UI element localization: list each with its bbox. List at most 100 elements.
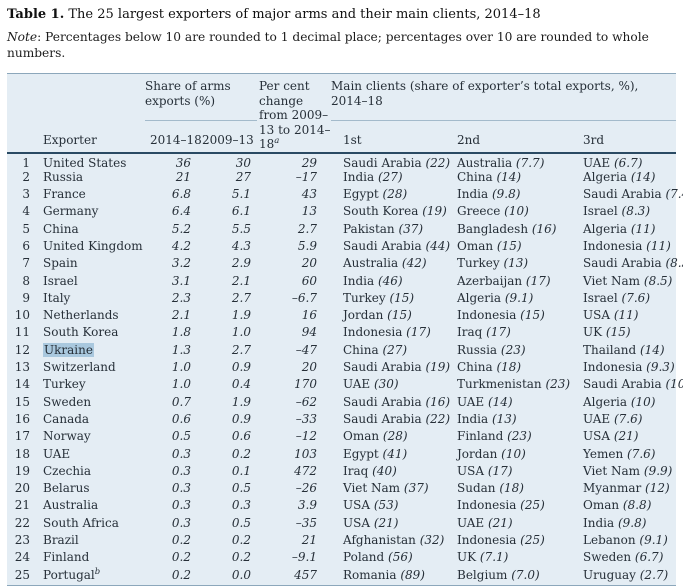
client-name: Algeria	[457, 290, 505, 305]
client-name: UAE	[343, 377, 374, 392]
client-share: (56)	[388, 550, 413, 565]
client-share: (15)	[389, 290, 415, 305]
client-2nd-cell: China (14)	[451, 170, 575, 187]
client-share: (28)	[382, 187, 408, 202]
rank-cell: 17	[14, 429, 30, 444]
client-1st-cell: Saudi Arabia (44)	[331, 239, 451, 256]
client-3rd-cell: Yemen (7.6)	[575, 447, 676, 464]
header-sub-row: Exporter 2014–18 2009–13 1st 2nd 3rd	[7, 120, 676, 154]
client-name: Oman	[583, 498, 623, 513]
rank-cell: 21	[14, 498, 30, 513]
client-name: Indonesia	[583, 238, 647, 253]
exporter-cell: Brazil	[39, 533, 145, 550]
client-1st-cell: Saudi Arabia (22)	[331, 153, 451, 170]
client-name: China	[343, 342, 383, 357]
rank-cell: 25	[14, 567, 30, 582]
exporter-name: Australia	[43, 498, 99, 513]
client-1st-cell: Saudi Arabia (22)	[331, 412, 451, 429]
table-title: Table 1. The 25 largest exporters of maj…	[7, 6, 676, 24]
header-exporter: Exporter	[39, 120, 145, 154]
header-client-1st: 1st	[331, 120, 451, 154]
client-name: Bangladesh	[457, 221, 532, 236]
client-name: Indonesia	[583, 360, 647, 375]
client-2nd-cell: Azerbaijan (17)	[451, 274, 575, 291]
client-2nd-cell: Oman (15)	[451, 239, 575, 256]
share-2009-13-cell: 0.2	[231, 550, 251, 565]
client-share: (40)	[372, 463, 397, 478]
footnote-marker-b: b	[94, 566, 101, 577]
header-2014-18: 2014–18	[145, 120, 202, 154]
client-2nd-cell: Iraq (17)	[451, 325, 575, 342]
client-share: (14)	[639, 342, 665, 357]
share-2014-18-cell: 1.0	[171, 377, 191, 392]
share-2014-18-cell: 0.2	[171, 533, 191, 548]
client-3rd-cell: Algeria (11)	[575, 222, 676, 239]
pct-change-cell: –26	[295, 481, 317, 496]
exporter-name: Italy	[43, 290, 71, 305]
share-2014-18-cell: 3.1	[171, 273, 191, 288]
client-2nd-cell: USA (17)	[451, 464, 575, 481]
client-3rd-cell: Viet Nam (8.5)	[575, 274, 676, 291]
client-name: Turkey	[457, 256, 504, 271]
client-name: UK	[457, 550, 480, 565]
table-row: 15 Sweden 0.7 1.9 –62 Saudi Arabia (16) …	[7, 395, 676, 412]
client-share: (7.1)	[479, 550, 509, 565]
table-row: 20 Belarus 0.3 0.5 –26 Viet Nam (37) Sud…	[7, 481, 676, 498]
client-share: (23)	[545, 377, 571, 392]
client-share: (22)	[425, 155, 451, 170]
rank-cell: 16	[14, 411, 30, 426]
rank-cell: 14	[14, 377, 30, 392]
pct-change-cell: 94	[301, 325, 317, 340]
client-share: (9.8)	[491, 187, 521, 202]
exporter-name: Switzerland	[43, 360, 116, 375]
table-row: 2 Russia 21 27 –17 India (27) China (14)…	[7, 170, 676, 187]
client-share: (7.4)	[665, 187, 683, 202]
table-row: 9 Italy 2.3 2.7 –6.7 Turkey (15) Algeria…	[7, 291, 676, 308]
client-name: South Korea	[343, 204, 423, 219]
client-name: Uruguay	[583, 567, 640, 582]
client-1st-cell: Egypt (28)	[331, 187, 451, 204]
client-2nd-cell: India (13)	[451, 412, 575, 429]
client-share: (28)	[382, 429, 408, 444]
exporter-name: Brazil	[43, 533, 79, 548]
rank-cell: 9	[22, 290, 30, 305]
pct-change-cell: 457	[294, 567, 317, 582]
client-2nd-cell: Indonesia (15)	[451, 308, 575, 325]
exporter-cell: Russia	[39, 170, 145, 187]
exporter-cell: Turkey	[39, 377, 145, 394]
client-1st-cell: Saudi Arabia (19)	[331, 360, 451, 377]
exporter-cell: Belarus	[39, 481, 145, 498]
header-share-group: Share of arms exports (%)	[145, 74, 257, 122]
table-row: 8 Israel 3.1 2.1 60 India (46) Azerbaija…	[7, 274, 676, 291]
table-note-label: Note	[7, 30, 38, 44]
header-client-2nd: 2nd	[451, 120, 575, 154]
exporter-name: Russia	[43, 169, 84, 184]
exporter-cell: Germany	[39, 204, 145, 221]
client-3rd-cell: Uruguay (2.7)	[575, 568, 676, 585]
client-3rd-cell: Saudi Arabia (10)	[575, 377, 683, 394]
client-share: (6.7)	[613, 155, 643, 170]
rank-cell: 5	[22, 221, 30, 236]
client-name: UAE	[583, 155, 614, 170]
pct-change-cell: –17	[295, 169, 317, 184]
pct-change-cell: 472	[294, 463, 317, 478]
header-pct-change-text: Per cent change from 2009–13 to 2014–18	[259, 79, 331, 151]
client-3rd-cell: Indonesia (11)	[575, 239, 676, 256]
share-2009-13-cell: 1.0	[231, 325, 251, 340]
exporter-name: Czechia	[43, 463, 92, 478]
client-share: (14)	[496, 169, 522, 184]
client-1st-cell: USA (21)	[331, 516, 451, 533]
client-1st-cell: Australia (42)	[331, 256, 451, 273]
client-share: (8.3)	[665, 256, 683, 271]
share-2009-13-cell: 2.7	[231, 342, 251, 357]
client-1st-cell: India (27)	[331, 170, 451, 187]
client-share: (10)	[630, 394, 656, 409]
client-share: (17)	[487, 463, 513, 478]
client-name: UAE	[457, 515, 488, 530]
table-row: 5 China 5.2 5.5 2.7 Pakistan (37) Bangla…	[7, 222, 676, 239]
client-name: Pakistan	[343, 221, 399, 236]
client-share: (53)	[373, 498, 399, 513]
client-name: Russia	[457, 342, 501, 357]
client-share: (9.1)	[504, 290, 534, 305]
client-share: (27)	[377, 169, 403, 184]
